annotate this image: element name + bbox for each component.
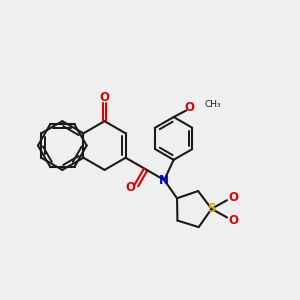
Text: O: O — [228, 191, 238, 204]
Text: CH₃: CH₃ — [204, 100, 221, 109]
Text: O: O — [228, 214, 238, 227]
Text: O: O — [126, 181, 136, 194]
Text: O: O — [100, 91, 110, 104]
Text: S: S — [207, 202, 216, 215]
Text: O: O — [184, 101, 194, 114]
Text: N: N — [159, 173, 169, 187]
